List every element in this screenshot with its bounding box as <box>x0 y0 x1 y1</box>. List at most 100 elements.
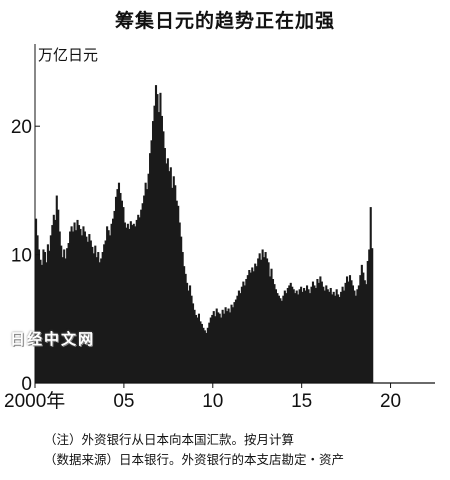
data-bar <box>264 252 267 383</box>
x-tick-label: 15 <box>291 391 312 412</box>
data-bar <box>165 163 168 383</box>
data-bar <box>66 248 69 383</box>
data-bar <box>110 223 113 383</box>
data-bar <box>191 303 195 383</box>
notes-block: （注）外资银行从日本向本国汇款。按月计算 （数据来源）日本银行。外资银行的本支店… <box>44 430 344 470</box>
data-bar <box>95 257 98 383</box>
data-bar <box>82 226 85 383</box>
data-bar <box>143 195 146 383</box>
data-bar <box>329 287 332 383</box>
data-bar <box>311 281 315 383</box>
data-bar <box>353 290 356 383</box>
data-bar <box>270 268 273 383</box>
data-bar <box>63 249 66 383</box>
data-bar <box>203 330 206 383</box>
data-bar <box>146 189 149 383</box>
data-bar <box>153 105 156 383</box>
data-bar <box>200 323 203 383</box>
data-bar <box>215 308 218 383</box>
data-bar <box>340 291 343 383</box>
note-line: （数据来源）日本银行。外资银行的本支店勘定・资产 <box>44 452 345 467</box>
data-bar <box>88 234 91 383</box>
data-bar <box>177 205 180 383</box>
data-bar <box>317 282 320 383</box>
data-bar <box>36 235 39 383</box>
data-bar <box>171 187 174 383</box>
data-bar <box>116 189 119 383</box>
data-bar <box>60 245 63 383</box>
data-bar <box>159 92 162 383</box>
data-bar <box>233 302 236 383</box>
data-bar <box>134 226 137 383</box>
x-tick-label: 10 <box>202 391 223 412</box>
data-bar <box>243 285 246 383</box>
data-bar <box>40 264 44 383</box>
data-bar <box>289 282 292 383</box>
data-bar <box>325 285 328 383</box>
data-bar <box>345 276 349 383</box>
data-bar <box>151 121 155 383</box>
data-bar <box>51 225 54 383</box>
data-bar <box>46 244 49 383</box>
data-bar <box>149 153 152 383</box>
data-bar <box>45 262 48 383</box>
data-bar <box>301 291 304 383</box>
data-bar <box>172 176 175 383</box>
data-bar <box>175 200 178 383</box>
data-bar <box>351 285 355 383</box>
data-bar <box>366 261 369 383</box>
data-bar <box>156 94 159 383</box>
series-area <box>35 85 374 384</box>
data-bar <box>334 295 337 383</box>
data-bar <box>365 284 368 383</box>
data-bar <box>319 276 322 383</box>
data-bar <box>354 295 357 383</box>
data-bar <box>144 182 147 383</box>
data-bar <box>166 158 169 383</box>
y-tick-label: 0 <box>21 374 32 395</box>
data-bar <box>193 309 196 383</box>
data-bar <box>314 287 317 383</box>
data-bar <box>306 285 309 383</box>
data-bar <box>91 246 94 383</box>
data-bar <box>117 182 121 383</box>
data-bar <box>61 257 64 383</box>
chart-plot: 0 10 20 2000年 05 10 15 20 <box>4 44 435 412</box>
data-bar <box>80 235 84 383</box>
data-bar <box>120 200 123 383</box>
data-bar <box>86 241 89 383</box>
data-bar <box>304 290 307 383</box>
data-bar <box>92 253 95 383</box>
data-bar <box>297 294 300 383</box>
data-bar <box>326 289 329 383</box>
data-bar <box>245 279 248 383</box>
data-bar <box>359 275 362 383</box>
data-bar <box>67 243 70 383</box>
data-bar <box>328 291 331 383</box>
data-bar <box>313 285 316 383</box>
data-bar <box>248 270 251 383</box>
watermark-logo: 日经中文网 <box>10 330 96 348</box>
data-bar <box>310 286 313 383</box>
data-bar <box>257 258 260 383</box>
x-tick-label: 05 <box>113 391 134 412</box>
data-bar <box>181 252 184 383</box>
data-bar <box>217 312 220 383</box>
data-bar <box>357 285 360 383</box>
data-bar <box>295 290 298 383</box>
data-bar <box>258 253 261 383</box>
data-bar <box>64 258 67 383</box>
x-tick-label: 2000年 <box>4 390 65 412</box>
data-bar <box>187 290 190 383</box>
data-bar <box>199 321 202 383</box>
data-bar <box>74 230 78 383</box>
data-bar <box>147 173 150 383</box>
data-bar <box>157 112 161 383</box>
data-bar <box>255 266 258 383</box>
data-bar <box>57 209 60 383</box>
data-bar <box>98 262 101 383</box>
data-bar <box>189 285 192 383</box>
data-bar <box>348 275 352 383</box>
axes: 0 10 20 2000年 05 10 15 20 <box>4 44 435 412</box>
data-bar <box>129 221 132 383</box>
